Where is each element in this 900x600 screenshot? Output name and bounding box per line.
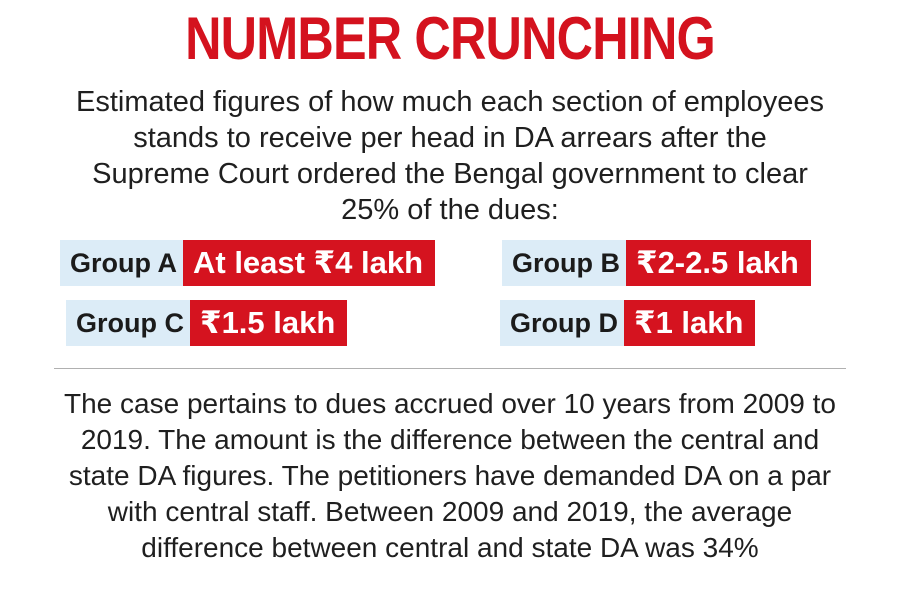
- group-d-value: ₹1 lakh: [624, 300, 756, 346]
- infographic-title: NUMBER CRUNCHING: [185, 5, 716, 72]
- group-d-row: Group D ₹1 lakh: [500, 300, 756, 346]
- group-a-value: At least ₹4 lakh: [183, 240, 436, 286]
- group-b-value: ₹2-2.5 lakh: [626, 240, 811, 286]
- group-b-row: Group B ₹2-2.5 lakh: [502, 240, 811, 286]
- infographic: NUMBER CRUNCHING Estimated figures of ho…: [54, 0, 846, 600]
- footnote-text: The case pertains to dues accrued over 1…: [64, 388, 836, 563]
- group-b-label: Group B: [502, 240, 626, 286]
- section-divider: [54, 368, 846, 369]
- group-d-label: Group D: [500, 300, 624, 346]
- intro-text: Estimated figures of how much each secti…: [76, 86, 824, 226]
- group-a-row: Group A At least ₹4 lakh: [60, 240, 436, 286]
- group-c-row: Group C ₹1.5 lakh: [66, 300, 348, 346]
- group-c-label: Group C: [66, 300, 190, 346]
- group-a-label: Group A: [60, 240, 183, 286]
- group-c-value: ₹1.5 lakh: [190, 300, 348, 346]
- group-figures: Group A At least ₹4 lakh Group B ₹2-2.5 …: [54, 236, 846, 348]
